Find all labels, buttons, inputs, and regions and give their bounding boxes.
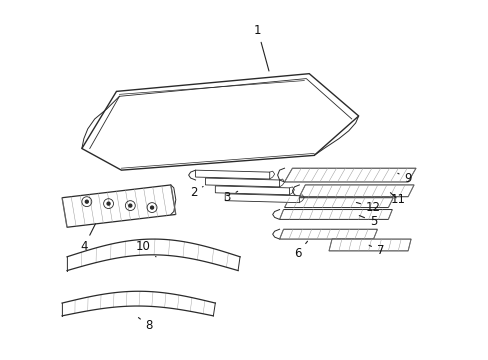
Polygon shape	[279, 229, 377, 239]
Polygon shape	[225, 194, 299, 203]
Circle shape	[150, 206, 153, 209]
Text: 11: 11	[389, 193, 405, 206]
Circle shape	[107, 202, 110, 205]
Polygon shape	[284, 168, 415, 182]
Text: 3: 3	[223, 191, 237, 204]
Text: 4: 4	[80, 224, 95, 253]
Text: 2: 2	[189, 186, 203, 199]
Text: 9: 9	[397, 171, 411, 185]
Polygon shape	[279, 210, 391, 219]
Polygon shape	[205, 178, 279, 187]
Text: 7: 7	[368, 244, 384, 257]
Text: 12: 12	[356, 201, 380, 214]
Text: 6: 6	[293, 241, 307, 260]
Polygon shape	[299, 185, 413, 197]
Polygon shape	[195, 170, 269, 179]
Polygon shape	[62, 185, 175, 227]
Text: 5: 5	[359, 215, 376, 228]
Text: 10: 10	[136, 240, 156, 257]
Text: 8: 8	[138, 318, 152, 332]
Polygon shape	[81, 74, 358, 170]
Polygon shape	[215, 186, 289, 195]
Text: 1: 1	[254, 24, 268, 71]
Circle shape	[128, 204, 132, 207]
Circle shape	[85, 200, 88, 203]
Polygon shape	[328, 239, 410, 251]
Polygon shape	[284, 198, 392, 208]
